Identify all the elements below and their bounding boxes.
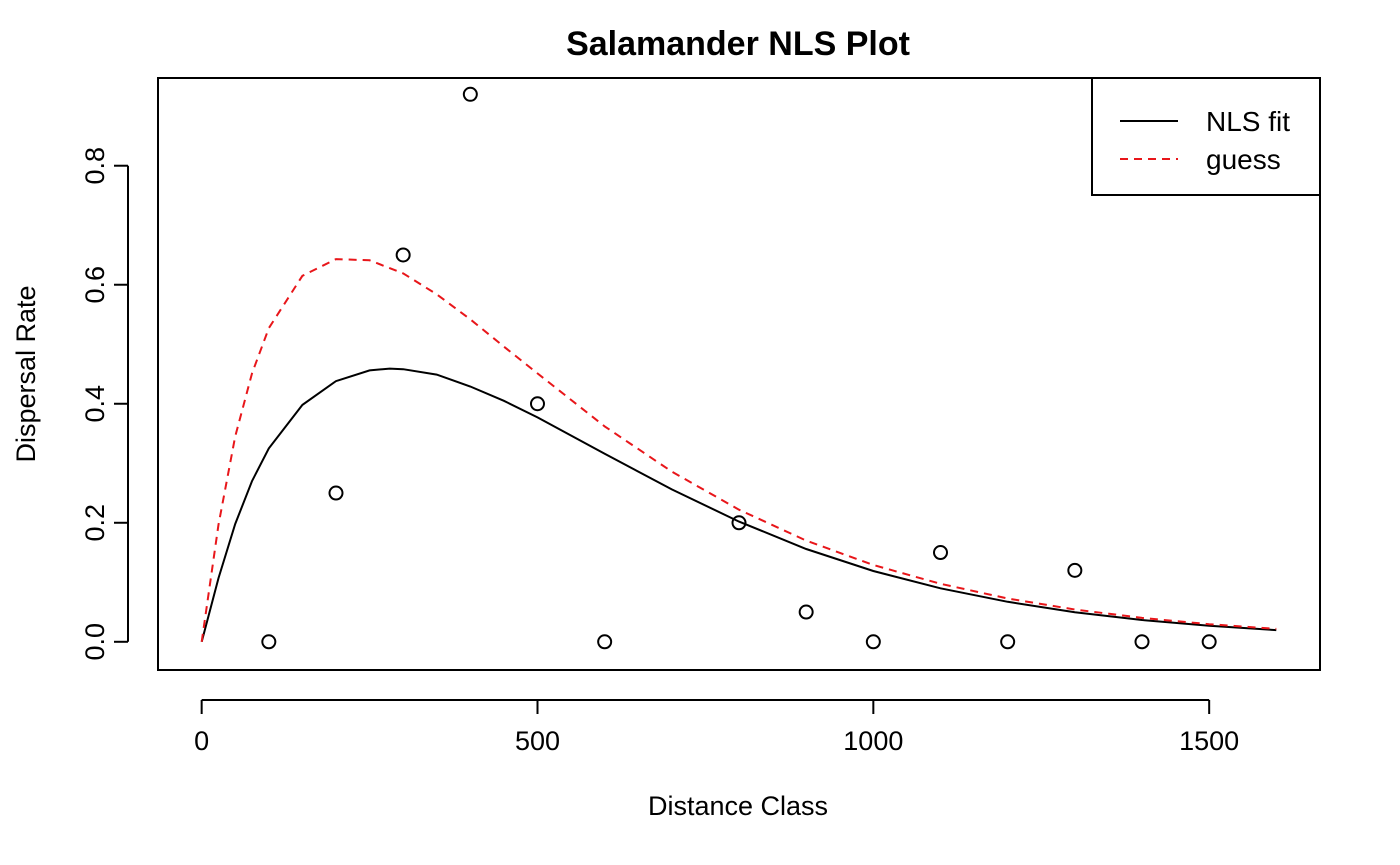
data-point — [462, 86, 478, 102]
data-point — [1134, 634, 1150, 650]
x-tick-label: 1500 — [1179, 726, 1239, 756]
legend-box — [1091, 77, 1321, 196]
data-point — [597, 634, 613, 650]
data-point — [798, 604, 814, 620]
x-axis: 0 500 1000 1500 — [194, 699, 1239, 756]
data-point — [395, 247, 411, 263]
data-point — [1201, 634, 1217, 650]
plot-frame — [157, 77, 1321, 671]
x-axis-label: Distance Class — [648, 791, 828, 821]
y-tick-label: 0.4 — [80, 385, 110, 423]
data-point — [933, 545, 949, 561]
y-axis-label: Dispersal Rate — [11, 285, 41, 462]
y-tick-label: 0.0 — [80, 623, 110, 661]
data-points — [261, 86, 1217, 650]
series-nls-fit-line — [200, 367, 1277, 643]
y-axis: 0.0 0.2 0.4 0.6 0.8 — [80, 147, 129, 661]
legend: NLS fit guess — [1091, 77, 1321, 196]
data-point — [865, 634, 881, 650]
data-point — [529, 396, 545, 412]
x-tick-label: 1000 — [843, 726, 903, 756]
chart-title: Salamander NLS Plot — [566, 25, 910, 63]
data-point — [328, 485, 344, 501]
x-tick-label: 0 — [194, 726, 209, 756]
data-point — [1067, 562, 1083, 578]
y-tick-label: 0.2 — [80, 504, 110, 542]
fitted-curves — [200, 258, 1277, 643]
data-point — [261, 634, 277, 650]
legend-label-guess: guess — [1206, 144, 1281, 175]
y-tick-label: 0.6 — [80, 266, 110, 304]
legend-label-nls-fit: NLS fit — [1206, 106, 1290, 137]
data-point — [731, 515, 747, 531]
series-guess-line — [200, 258, 1277, 642]
data-point — [1000, 634, 1016, 650]
y-tick-label: 0.8 — [80, 147, 110, 185]
x-tick-label: 500 — [515, 726, 560, 756]
